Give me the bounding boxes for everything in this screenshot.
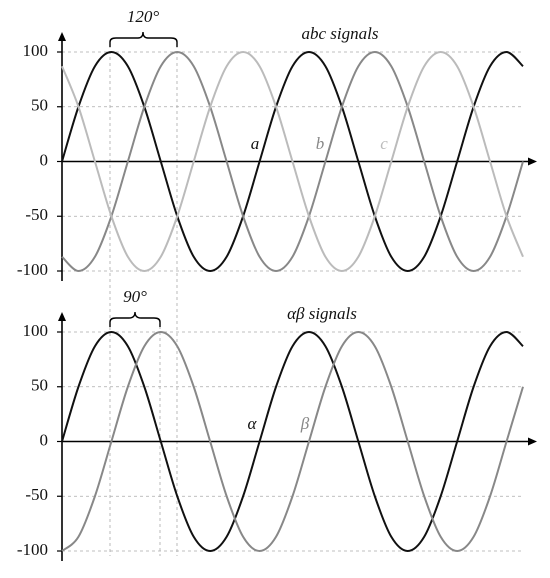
chart-title: αβ signals: [287, 304, 357, 323]
x-axis-arrow: [528, 157, 537, 166]
series-label: α: [248, 414, 258, 433]
y-tick-label: -50: [25, 205, 48, 224]
y-tick-label: -50: [25, 485, 48, 504]
y-tick-label: -100: [17, 260, 48, 279]
y-axis-arrow: [58, 312, 66, 321]
x-axis-arrow: [528, 437, 537, 446]
brace: [109, 31, 178, 47]
chart-title: abc signals: [302, 24, 379, 43]
y-tick-label: 100: [23, 321, 49, 340]
y-tick-label: 50: [31, 376, 48, 395]
series-label: a: [251, 134, 260, 153]
guides: [109, 31, 178, 556]
y-tick-label: 0: [40, 430, 49, 449]
series-line: [61, 50, 524, 273]
series-line: [61, 330, 524, 553]
y-tick-label: 100: [23, 41, 49, 60]
y-tick-label: 50: [31, 96, 48, 115]
y-axis-arrow: [58, 32, 66, 41]
series-label: b: [316, 134, 325, 153]
y-tick-label: -100: [17, 540, 48, 559]
series-line: [61, 50, 524, 273]
annotation: 120°: [127, 7, 160, 26]
y-tick-label: 0: [40, 150, 49, 169]
series-label: β: [300, 414, 310, 433]
series-label: c: [380, 134, 388, 153]
series-line: [61, 50, 524, 273]
series-line: [61, 330, 524, 553]
annotation: 90°: [123, 287, 147, 306]
brace: [109, 311, 161, 327]
